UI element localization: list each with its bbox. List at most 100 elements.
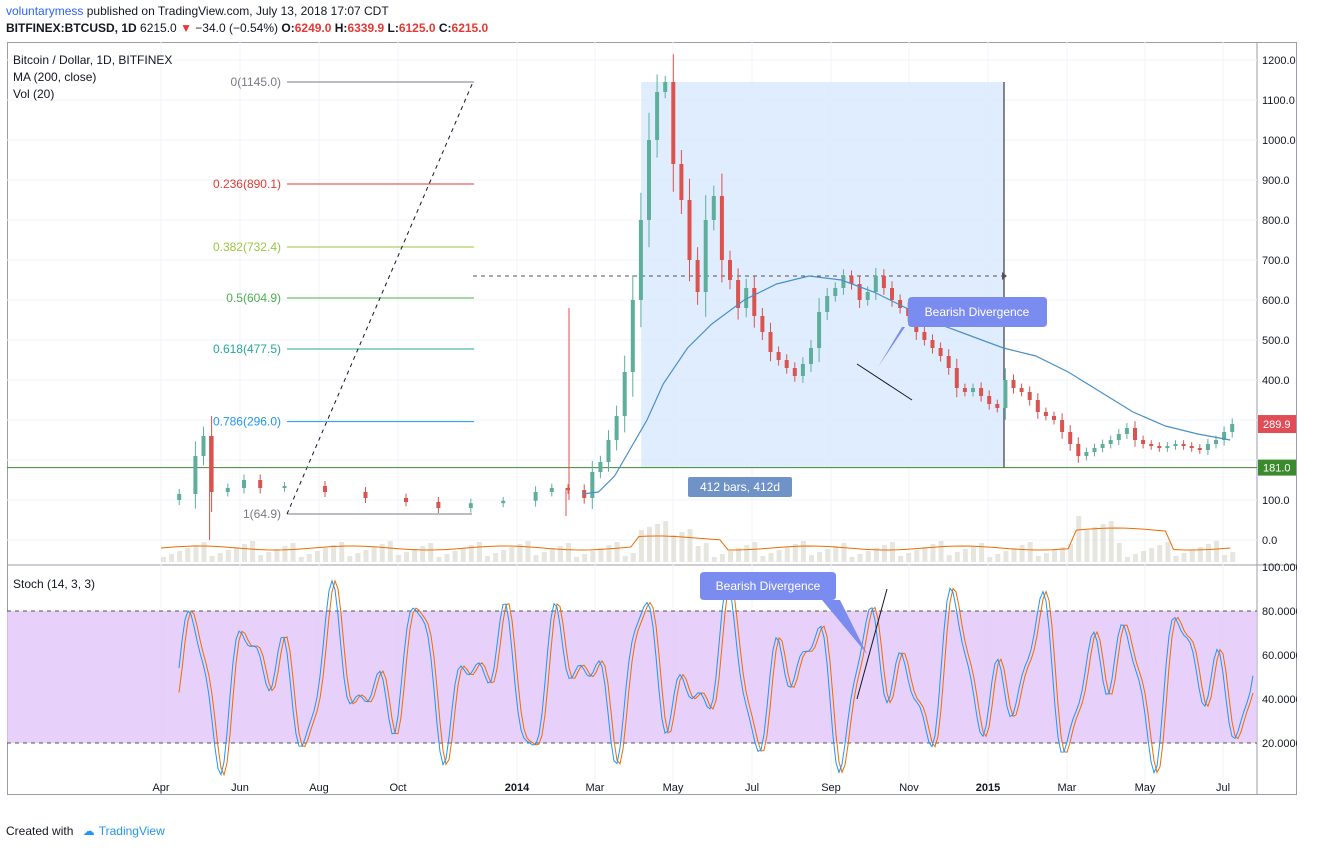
stoch-tick-label: 80.0000: [1262, 606, 1297, 618]
candle-body: [258, 480, 263, 488]
volume-bar: [379, 544, 385, 562]
candle-body: [800, 364, 805, 376]
candle-body: [1149, 444, 1154, 446]
candle-body: [1189, 446, 1194, 448]
volume-bar: [566, 543, 571, 562]
candle-body: [1133, 428, 1137, 440]
volume-bar: [744, 545, 750, 562]
volume-bar: [258, 555, 264, 562]
volume-bar: [728, 551, 733, 562]
chart-area[interactable]: 0(1145.0) 0.236(890.1) 0.382(732.4) 0.5(604…: [7, 42, 1308, 795]
volume-bar: [792, 544, 798, 562]
volume-bar: [703, 543, 709, 562]
candle-body: [598, 462, 603, 472]
candle-body: [792, 368, 797, 376]
price-tick-label: 1200.0: [1262, 55, 1296, 67]
candle-body: [606, 440, 611, 462]
candle-body: [1214, 440, 1218, 444]
volume-bar: [404, 552, 409, 562]
candle-body: [760, 316, 765, 332]
tradingview-brand[interactable]: TradingView: [98, 824, 165, 838]
candle-body: [962, 388, 967, 392]
volume-bar: [971, 546, 976, 562]
volume-bar: [849, 557, 855, 562]
time-tick-label: Jul: [745, 782, 759, 794]
support-box: [1258, 459, 1296, 476]
time-tick-label: Apr: [152, 782, 169, 794]
candle-body: [971, 388, 975, 392]
volume-bar: [1100, 524, 1106, 562]
candle-body: [655, 92, 660, 140]
fib-level-label: 0.786(296.0): [213, 415, 281, 429]
volume-bar: [209, 556, 215, 562]
volume-bar: [331, 545, 337, 562]
volume-bar: [800, 541, 806, 562]
volume-bar: [1149, 548, 1155, 562]
publish-line: voluntarymess published on TradingView.c…: [6, 4, 389, 18]
candle-body: [1205, 444, 1210, 450]
volume-ma-line: [160, 527, 1231, 551]
publish-info: published on TradingView.com, July 13, 2…: [86, 4, 389, 18]
volume-bar: [314, 551, 320, 562]
volume-bar: [1230, 552, 1236, 562]
candle-body: [987, 396, 992, 404]
volume-bar: [711, 557, 717, 562]
candle-body: [671, 82, 676, 164]
candle-body: [1157, 446, 1162, 448]
author-link[interactable]: voluntarymess: [6, 4, 84, 18]
candle-body: [1019, 388, 1024, 392]
candle-body: [1222, 432, 1227, 440]
volume-bar: [679, 532, 685, 562]
volume-bar: [460, 548, 466, 562]
candle-body: [1060, 420, 1065, 432]
volume-bar: [169, 554, 175, 562]
candle-body: [679, 164, 684, 200]
candle-body: [193, 456, 198, 494]
volume-bar: [1052, 550, 1057, 562]
fib-level-label: 0.5(604.9): [226, 291, 281, 305]
candle-body: [784, 360, 789, 368]
candle-body: [719, 196, 724, 260]
candle-body: [857, 284, 862, 300]
candle-body: [630, 300, 635, 372]
candle-body: [363, 492, 368, 498]
volume-bar: [590, 551, 596, 562]
volume-bar: [890, 542, 895, 562]
tradingview-logo-icon[interactable]: ☁: [82, 824, 95, 838]
candle-body: [209, 436, 214, 492]
divergence-line: [856, 363, 913, 401]
volume-bar: [841, 543, 847, 562]
footer: Created with ☁ TradingView: [6, 824, 165, 838]
volume-bar: [671, 535, 677, 562]
candle-body: [1100, 444, 1105, 448]
candle-body: [695, 260, 700, 292]
volume-bar: [347, 556, 353, 562]
volume-bar: [752, 542, 758, 562]
volume-bar: [598, 548, 604, 562]
volume-bar: [233, 547, 239, 562]
candle-body: [242, 480, 246, 488]
volume-bar: [663, 521, 669, 562]
stoch-d-line: [178, 579, 1254, 777]
volume-bar: [1084, 530, 1090, 562]
fib-level-label: 0.236(890.1): [213, 177, 281, 191]
main-legend-title: Bitcoin / Dollar, 1D, BITFINEX: [13, 53, 172, 67]
volume-bar: [946, 555, 952, 562]
last-price-box: [1258, 415, 1296, 434]
volume-bar: [979, 543, 985, 562]
candle-body: [930, 340, 935, 348]
down-arrow-icon: ▼: [180, 21, 192, 35]
candle-body: [1043, 412, 1048, 416]
candle-body: [995, 404, 1000, 408]
volume-bar: [1181, 553, 1187, 562]
candle-body: [323, 486, 327, 492]
volume-bar: [217, 553, 223, 562]
price-tick-label: 900.0: [1262, 175, 1290, 187]
volume-bar: [1173, 556, 1179, 562]
low-label: L:: [387, 21, 399, 35]
volume-bar: [549, 549, 555, 562]
callout-text: Bearish Divergence: [925, 305, 1030, 319]
time-tick-label: Nov: [899, 782, 919, 794]
chart-svg[interactable]: 0(1145.0) 0.236(890.1) 0.382(732.4) 0.5(604…: [7, 42, 1308, 795]
volume-bar: [622, 556, 628, 562]
